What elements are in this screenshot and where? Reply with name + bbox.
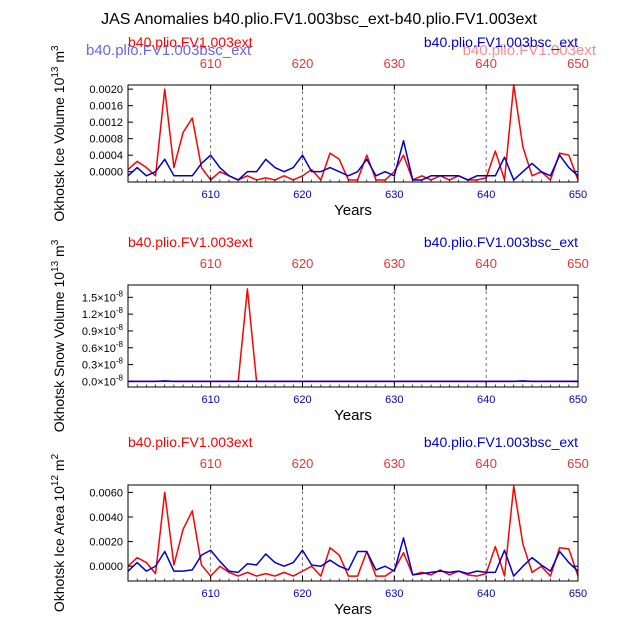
y-tick-exponent: -8 xyxy=(116,373,124,382)
y-tick-label: 0.0020 xyxy=(89,537,123,549)
panel-label-right: b40.plio.FV1.003bsc_ext xyxy=(424,34,578,50)
x-tick-label: 610 xyxy=(201,588,219,600)
y-axis-title: Okhotsk Snow Volume 1013 m3 xyxy=(50,239,67,432)
x-tick-label-top: 640 xyxy=(475,256,497,271)
y-tick-exponent: -8 xyxy=(116,340,124,349)
y-axis-title-unit-exponent: 3 xyxy=(50,45,61,51)
x-tick-label: 620 xyxy=(293,588,311,600)
plot-frame xyxy=(127,284,579,388)
x-tick-label-top: 650 xyxy=(567,256,589,271)
y-axis-title-main: Okhotsk Ice Volume 10 xyxy=(51,77,67,221)
y-tick-label: 0.0000 xyxy=(89,561,123,573)
series-red xyxy=(127,485,579,577)
y-axis-title-unit: m xyxy=(51,459,67,475)
y-tick-label: 0.0004 xyxy=(89,150,123,162)
ghost-label-blue: b40.plio.FV1.003bsc_ext xyxy=(86,42,252,59)
y-axis-title-unit-exponent: 3 xyxy=(50,239,61,245)
x-tick-label: 610 xyxy=(201,189,219,201)
y-axis-title-exponent: 12 xyxy=(50,475,61,487)
y-axis-title-unit: m xyxy=(51,245,67,261)
panel-label-right: b40.plio.FV1.003bsc_ext xyxy=(424,234,578,250)
series-blue xyxy=(127,537,579,577)
y-tick-exponent: -8 xyxy=(116,306,124,315)
ghost-label-red: b40.plio.FV1.003ext xyxy=(463,42,597,59)
x-tick-label: 630 xyxy=(385,588,403,600)
y-axis-title-unit: m xyxy=(51,51,67,67)
y-tick-exponent: -8 xyxy=(116,357,124,366)
y-axis-title-main: Okhotsk Snow Volume 10 xyxy=(51,272,67,433)
y-tick-mantissa: 1.5×10 xyxy=(82,292,116,304)
x-tick-label-top: 620 xyxy=(292,456,314,471)
x-tick-label: 640 xyxy=(477,394,495,406)
y-tick-label: 0.0020 xyxy=(89,84,123,96)
y-axis-title-main: Okhotsk Ice Area 10 xyxy=(51,486,67,612)
x-tick-label-top: 620 xyxy=(292,256,314,271)
panel-ice-area: b40.plio.FV1.003ext b40.plio.FV1.003bsc_e… xyxy=(50,434,589,618)
x-tick-label-top: 650 xyxy=(567,456,589,471)
x-tick-label: 630 xyxy=(385,189,403,201)
x-tick-label: 650 xyxy=(569,394,587,406)
y-tick-label: 0.0008 xyxy=(89,134,123,146)
y-axis-title: Okhotsk Ice Area 1012 m2 xyxy=(50,453,67,612)
x-axis-title: Years xyxy=(334,407,372,424)
x-tick-label: 620 xyxy=(293,394,311,406)
x-tick-label: 650 xyxy=(569,189,587,201)
x-tick-label-top: 610 xyxy=(200,456,222,471)
y-tick-mantissa: 0.6×10 xyxy=(82,343,116,355)
x-tick-label: 620 xyxy=(293,189,311,201)
y-axis-title-exponent: 13 xyxy=(50,66,61,78)
plot-frame xyxy=(127,84,579,183)
series-red xyxy=(128,288,578,383)
x-tick-label-top: 630 xyxy=(383,256,405,271)
figure-title: JAS Anomalies b40.plio.FV1.003bsc_ext-b4… xyxy=(101,11,537,28)
y-tick-mantissa: 1.2×10 xyxy=(82,309,116,321)
x-tick-label: 610 xyxy=(201,394,219,406)
panel-label-left: b40.plio.FV1.003ext xyxy=(128,434,253,450)
x-tick-label: 630 xyxy=(385,394,403,406)
x-axis-title: Years xyxy=(334,601,372,618)
x-tick-label-top: 650 xyxy=(567,56,589,71)
x-tick-label: 650 xyxy=(569,588,587,600)
x-axis-title: Years xyxy=(334,202,372,219)
y-tick-mantissa: 0.0×10 xyxy=(82,376,116,388)
y-axis-title: Okhotsk Ice Volume 1013 m3 xyxy=(50,45,67,222)
y-tick-label: 0.0012 xyxy=(89,117,123,129)
series-blue xyxy=(127,139,579,181)
y-tick-label: 0.0016 xyxy=(89,101,123,113)
panel-ice-volume: b40.plio.FV1.003bsc_ext b40.plio.FV1.003e… xyxy=(50,34,597,222)
y-tick-mantissa: 0.3×10 xyxy=(82,360,116,372)
x-tick-label-top: 620 xyxy=(292,56,314,71)
x-tick-label-top: 630 xyxy=(383,456,405,471)
panel-label-left: b40.plio.FV1.003ext xyxy=(128,34,253,50)
y-tick-mantissa: 0.9×10 xyxy=(82,326,116,338)
y-tick-label: 0.0060 xyxy=(89,487,123,499)
y-tick-exponent: -8 xyxy=(116,323,124,332)
x-tick-label-top: 640 xyxy=(475,456,497,471)
y-tick-label: 0.3×10-8 xyxy=(82,357,124,372)
plot-frame xyxy=(127,484,579,582)
x-tick-label-top: 610 xyxy=(200,256,222,271)
x-tick-label: 640 xyxy=(477,588,495,600)
y-tick-label: 1.2×10-8 xyxy=(82,306,124,321)
y-tick-exponent: -8 xyxy=(116,289,124,298)
panel-label-left: b40.plio.FV1.003ext xyxy=(128,234,253,250)
x-tick-label-top: 640 xyxy=(475,56,497,71)
y-tick-label: 0.0×10-8 xyxy=(82,373,124,388)
x-tick-label-top: 630 xyxy=(383,56,405,71)
series-red xyxy=(127,84,579,181)
x-tick-label-top: 610 xyxy=(200,56,222,71)
y-tick-label: 0.6×10-8 xyxy=(82,340,124,355)
series-blue xyxy=(128,380,578,383)
y-axis-title-exponent: 13 xyxy=(50,260,61,272)
y-tick-label: 1.5×10-8 xyxy=(82,289,124,304)
panel-label-right: b40.plio.FV1.003bsc_ext xyxy=(424,434,578,450)
panel-snow-volume: b40.plio.FV1.003ext b40.plio.FV1.003bsc_e… xyxy=(50,234,589,432)
y-tick-label: 0.0000 xyxy=(89,167,123,179)
y-tick-label: 0.0040 xyxy=(89,512,123,524)
panels: b40.plio.FV1.003bsc_ext b40.plio.FV1.003e… xyxy=(50,34,597,618)
y-axis-title-unit-exponent: 2 xyxy=(50,453,61,459)
y-tick-label: 0.9×10-8 xyxy=(82,323,124,338)
x-tick-label: 640 xyxy=(477,189,495,201)
